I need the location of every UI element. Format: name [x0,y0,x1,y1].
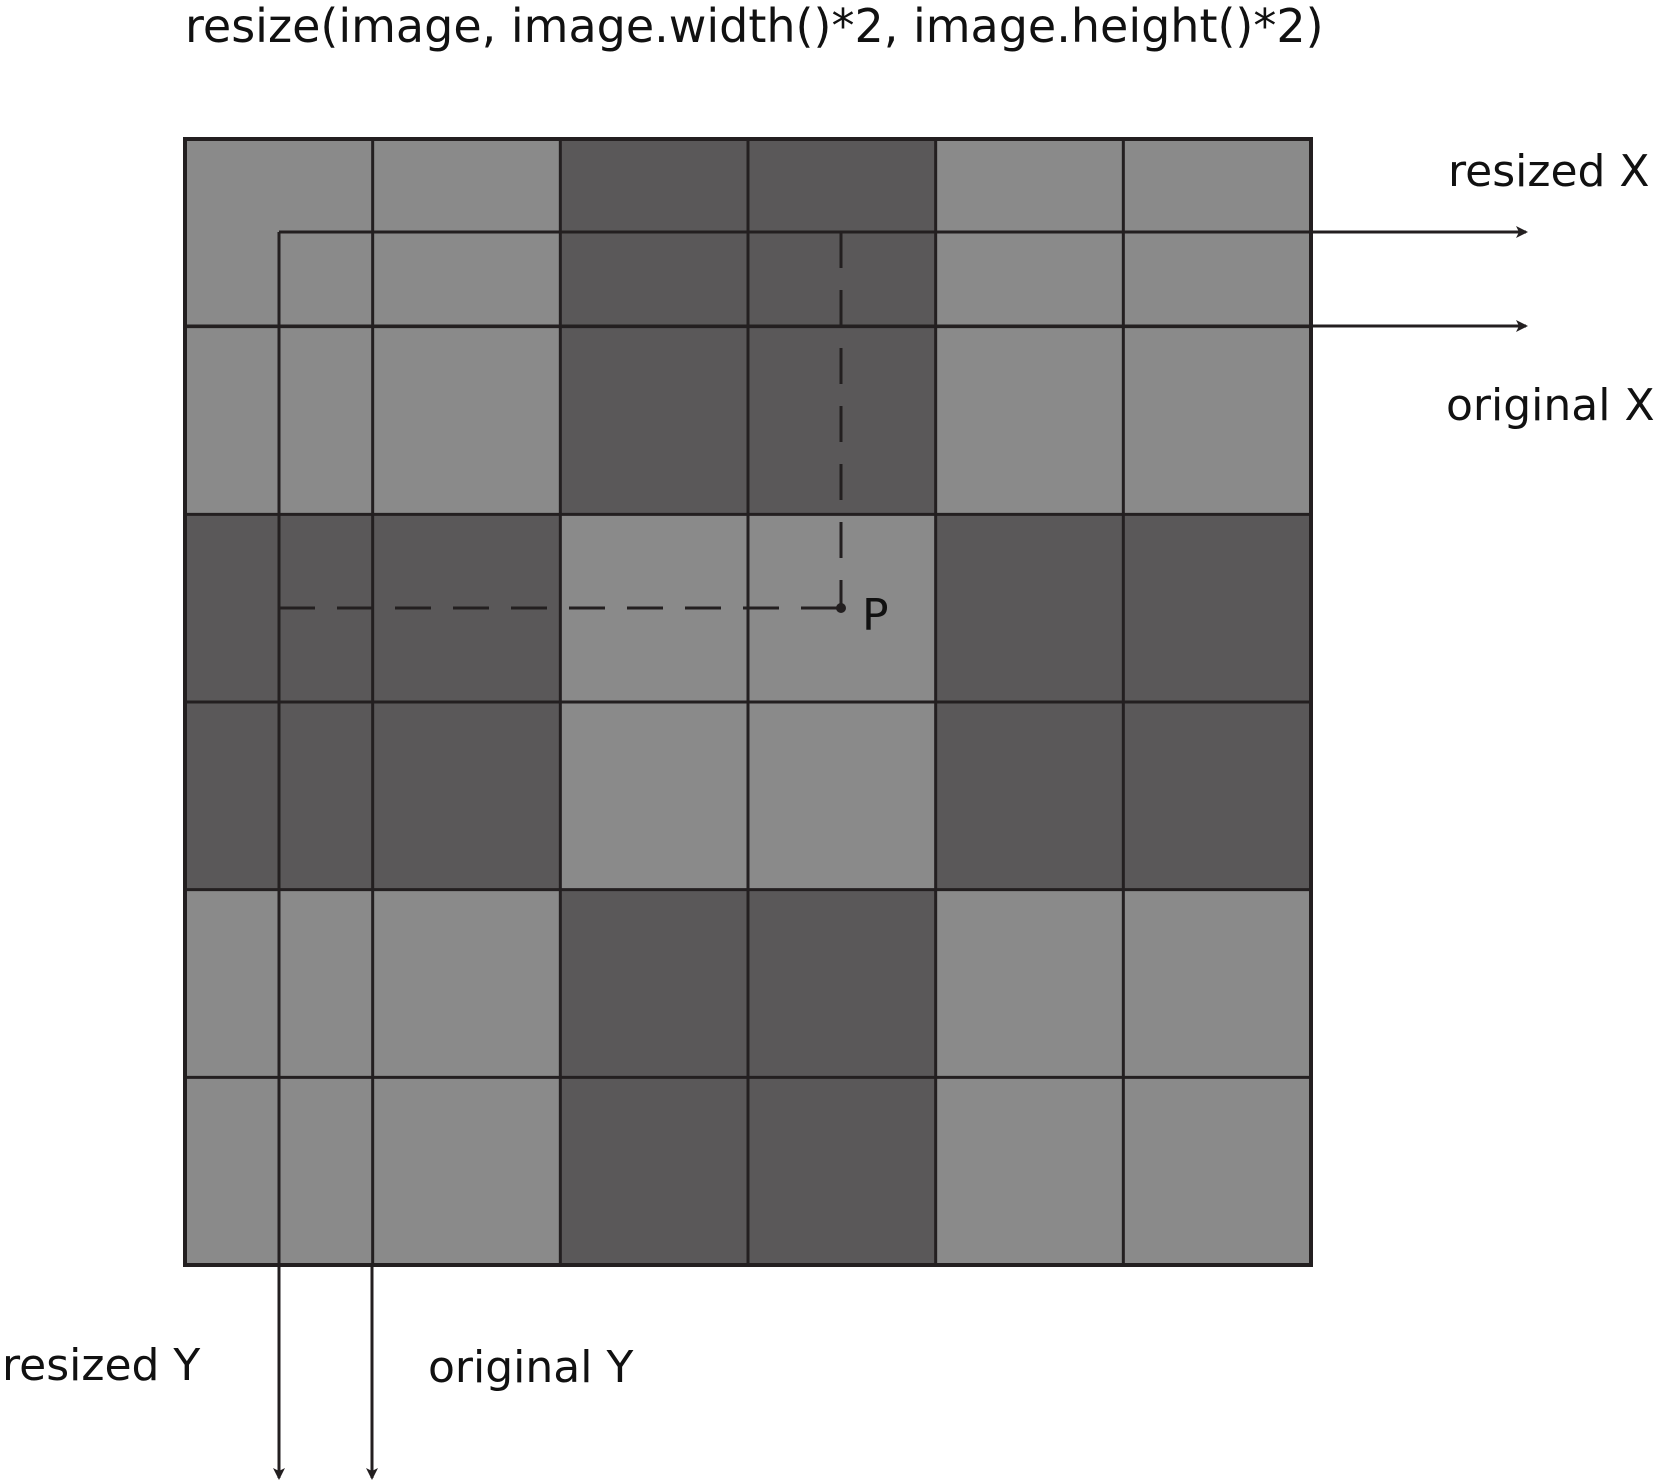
grid-cell-dark [1123,702,1311,890]
grid-cell-light [935,889,1124,1078]
grid-cell-light [1123,326,1311,515]
grid-border [183,137,1313,1267]
grid-cell-dark [748,889,936,1078]
grid-cell-light [372,1077,561,1265]
grid-cell-light [1123,1077,1311,1265]
grid-cell-light [372,326,561,515]
resized-y-label: resized Y [2,1340,200,1391]
grid-cell-light [935,1077,1124,1265]
grid-cell-light [1123,889,1311,1078]
grid-cell-dark [560,889,748,1078]
diagram-title: resize(image, image.width()*2, image.hei… [185,0,1324,53]
grid-cell-dark [935,514,1124,702]
original-y-label: original Y [428,1342,633,1393]
grid-cell-dark [560,1077,748,1265]
grid-cell-light [560,702,748,890]
resized-x-label: resized X [1448,146,1650,197]
grid-cell-dark [560,326,748,515]
original-x-label: original X [1446,380,1655,431]
grid-cell-dark [1123,514,1311,702]
grid-cell-light [748,702,936,890]
grid-cell-light [372,889,561,1078]
grid-cell-dark [748,1077,936,1265]
grid-cell-light [935,326,1124,515]
point-p-marker [836,603,846,613]
grid-cell-dark [935,702,1124,890]
grid-cell-dark [372,702,561,890]
point-p-label: P [862,590,889,641]
